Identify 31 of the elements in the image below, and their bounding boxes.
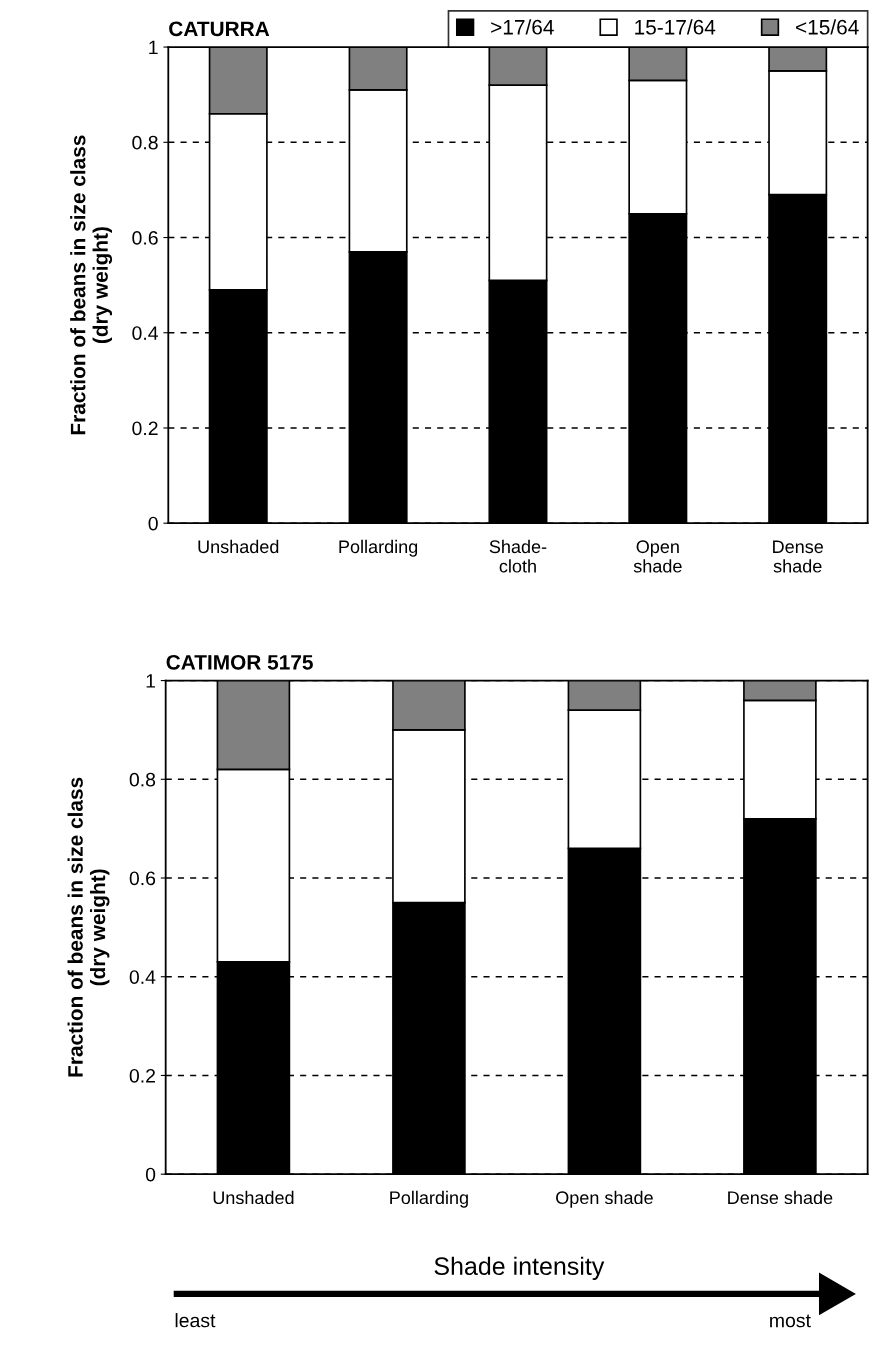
legend-label: 15-17/64 — [635, 19, 716, 35]
x-tick-label: Open shade — [556, 1190, 653, 1208]
x-tick-label: Open shade — [633, 540, 682, 573]
y-tick-label: 0.6 — [129, 871, 156, 886]
x-tick-label: Dense shade — [728, 1190, 833, 1205]
y-axis-title: Fraction of beans in size class (dry weight) — [70, 135, 113, 435]
x-axis-title: Shade intensity — [434, 1256, 605, 1280]
y-tick-label: 0.6 — [132, 230, 158, 245]
y-axis-title: Fraction of beans in size class (dry weight) — [67, 777, 110, 1077]
y-tick-label: 0.4 — [129, 970, 156, 984]
x-tick-label: Dense shade — [773, 540, 823, 573]
text: most — [770, 1314, 811, 1328]
legend-label: >17/64 — [491, 19, 554, 35]
chart-title: CATURRA — [169, 21, 270, 37]
y-tick-label: 0 — [148, 516, 158, 531]
y-tick-label: 0.4 — [132, 326, 159, 340]
y-tick-label: 0 — [145, 1167, 156, 1182]
chart-title: CATIMOR 5175 — [166, 654, 313, 670]
x-tick-label: Pollarding — [339, 539, 418, 557]
x-tick-label: Pollarding — [390, 1190, 468, 1208]
y-tick-label: 1 — [149, 40, 158, 55]
legend-label: <15/64 — [796, 19, 859, 35]
text: least — [175, 1313, 216, 1328]
y-tick-label: 0.2 — [129, 1068, 155, 1083]
y-tick-label: 1 — [146, 674, 156, 688]
x-tick-label: Unshaded — [213, 1190, 294, 1205]
y-tick-label: 0.2 — [132, 421, 158, 436]
x-tick-label: Unshaded — [198, 539, 279, 554]
y-tick-label: 0.8 — [132, 135, 158, 150]
y-tick-label: 0.8 — [129, 772, 156, 787]
x-tick-label: Shade- cloth — [489, 539, 547, 573]
